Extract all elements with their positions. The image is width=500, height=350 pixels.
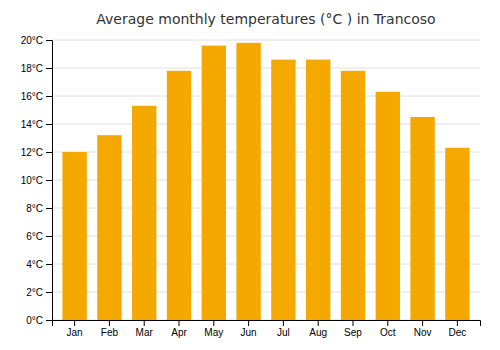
tick: 20°C [21,35,52,46]
tick-mark [283,320,284,326]
tick-label: Nov [414,327,432,338]
tick-mark [109,320,110,326]
axis-line [53,321,481,327]
tick: Jul [277,320,290,338]
tick: Jan [67,320,83,338]
tick: Mar [136,320,154,338]
bar [236,43,260,320]
bar [97,135,121,320]
bar [410,117,434,320]
tick: May [204,320,223,338]
tick-label: 16°C [21,91,43,102]
tick: 4°C [26,259,52,270]
tick-label: 18°C [21,63,43,74]
chart: 0°C 2°C 4°C 6°C 8°C 10°C 12°C 14°C 16°C 18°C 20°C J… [0,0,500,350]
bar [306,60,330,320]
tick-mark [352,320,353,326]
tick-label: Feb [101,327,119,338]
tick: Sep [344,320,362,338]
bar [62,152,86,320]
tick-label: 2°C [26,287,43,298]
tick-mark [318,320,319,326]
tick-mark [46,236,52,237]
tick-mark [457,320,458,326]
tick-label: Mar [136,327,154,338]
tick: 12°C [21,147,52,158]
tick-label: 14°C [21,119,43,130]
tick-label: 20°C [21,35,43,46]
grid [52,40,480,320]
tick-label: 0°C [26,315,43,326]
tick-label: Aug [309,327,327,338]
tick: Feb [101,320,119,338]
bar [376,92,400,320]
tick: 16°C [21,91,52,102]
plot: 0°C 2°C 4°C 6°C 8°C 10°C 12°C 14°C 16°C 18°C 20°C J… [21,35,481,338]
tick-mark [46,124,52,125]
y-axis: 0°C 2°C 4°C 6°C 8°C 10°C 12°C 14°C 16°C 18°C 20°C [21,35,53,326]
tick-label: 10°C [21,175,43,186]
tick-mark [46,152,52,153]
bar [132,106,156,320]
bar [271,60,295,320]
tick-label: Jun [241,327,257,338]
tick-mark [74,320,75,326]
tick-mark [387,320,388,326]
bar [445,148,469,320]
tick-mark [144,320,145,326]
grid-line [52,40,480,41]
grid-line [52,68,480,69]
tick-mark [46,180,52,181]
bars [62,43,469,320]
tick-mark [46,320,52,321]
tick-label: Apr [171,327,187,338]
grid-line [52,96,480,97]
tick-label: Sep [344,327,362,338]
tick-label: Jan [67,327,83,338]
bar [202,46,226,320]
tick-mark [46,40,52,41]
tick: Dec [448,320,466,338]
title: Average monthly temperatures (°C ) in Tr… [96,11,435,27]
tick: 8°C [26,203,52,214]
tick: 14°C [21,119,52,130]
tick: Oct [380,320,396,338]
tick: Apr [171,320,187,338]
tick: 2°C [26,287,52,298]
tick-mark [248,320,249,326]
axis-line [46,41,53,321]
tick-label: 6°C [26,231,43,242]
tick-label: Oct [380,327,396,338]
tick: 6°C [26,231,52,242]
tick: 0°C [26,315,52,326]
tick-mark [46,208,52,209]
tick: 10°C [21,175,52,186]
tick-label: May [204,327,223,338]
tick-label: 4°C [26,259,43,270]
bar [167,71,191,320]
tick-mark [213,320,214,326]
tick: Aug [309,320,327,338]
tick-label: Dec [448,327,466,338]
tick-label: Jul [277,327,290,338]
x-axis: Jan Feb Mar Apr May Jun Jul Aug Sep Oct Nov Dec [53,320,481,338]
tick-mark [46,96,52,97]
tick-mark [46,264,52,265]
tick: Nov [414,320,432,338]
tick: Jun [241,320,257,338]
tick-label: 8°C [26,203,43,214]
tick-mark [46,68,52,69]
tick-mark [179,320,180,326]
bar [341,71,365,320]
tick-mark [422,320,423,326]
tick-label: 12°C [21,147,43,158]
tick: 18°C [21,63,52,74]
tick-mark [46,292,52,293]
